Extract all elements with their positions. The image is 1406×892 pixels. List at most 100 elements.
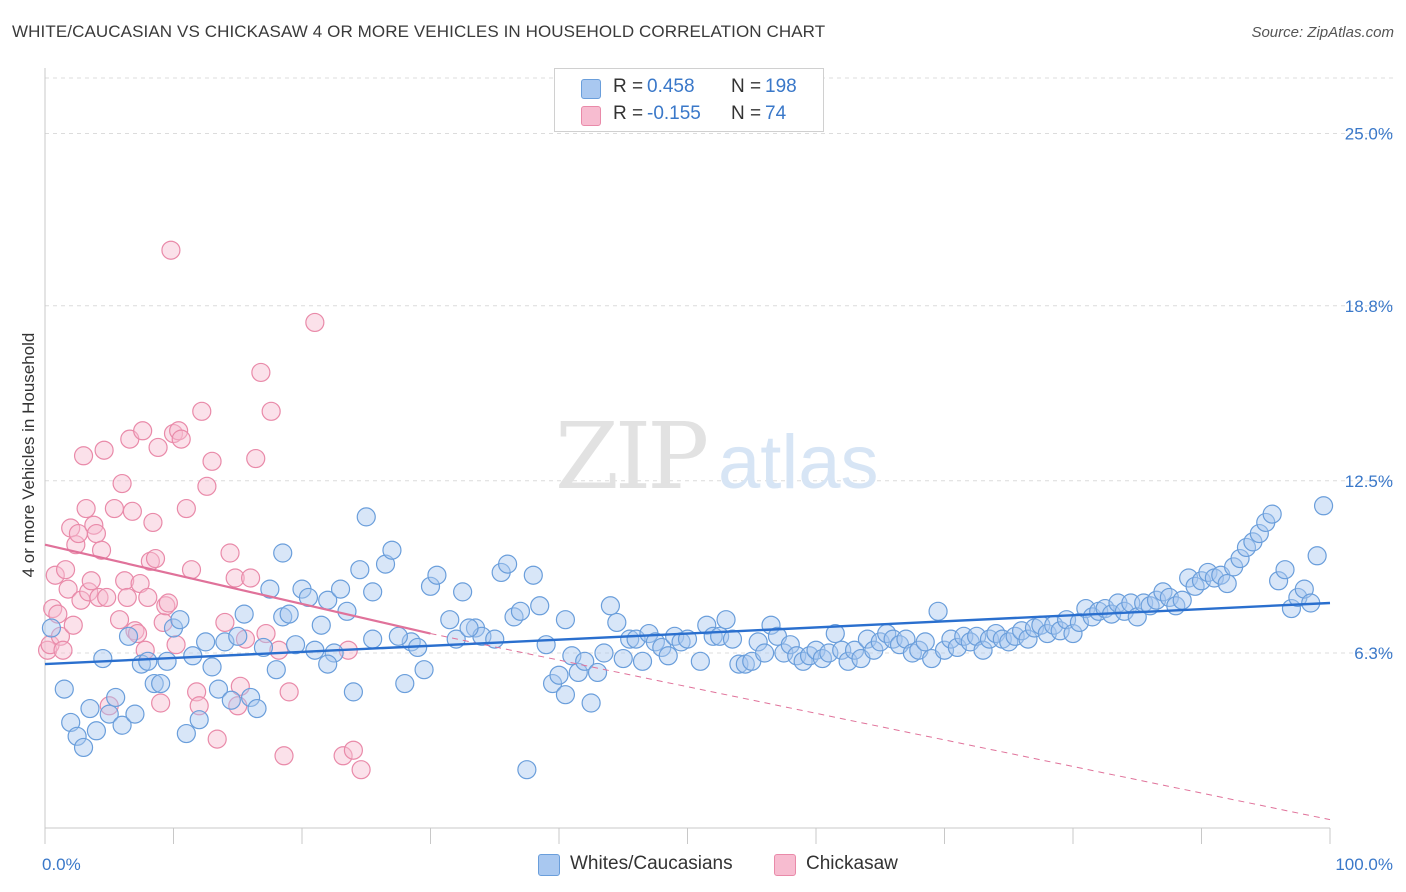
- whites-point: [363, 629, 383, 649]
- y-tick-labels: 6.3% 12.5% 18.8% 25.0%: [1345, 125, 1393, 663]
- whites-point: [189, 710, 209, 730]
- whites-point: [1275, 560, 1295, 580]
- whites-point: [157, 651, 177, 671]
- chickasaw-point: [89, 587, 109, 608]
- whites-point: [234, 604, 254, 624]
- source-label: Source: ZipAtlas.com: [1251, 24, 1394, 41]
- whites-point: [453, 582, 473, 602]
- whites-point: [86, 721, 107, 741]
- whites-point: [498, 554, 518, 574]
- y-axis-label: 4 or more Vehicles in Household: [19, 333, 38, 578]
- chickasaw-point: [202, 451, 222, 471]
- x-tick-label: 0.0%: [42, 855, 81, 874]
- whites-trend-line: [44, 601, 1331, 666]
- whites-point: [575, 651, 595, 671]
- chickasaw-trend-line: [44, 543, 431, 635]
- whites-point: [356, 507, 376, 527]
- legend-label-whites: Whites/Caucasians: [570, 853, 733, 874]
- axes: [44, 68, 1331, 844]
- chickasaw-point: [171, 429, 191, 449]
- whites-point: [928, 601, 948, 621]
- legend-n-label: N =: [731, 76, 762, 97]
- whites-point: [395, 673, 415, 694]
- whites-point: [285, 635, 306, 655]
- whites-point: [690, 651, 710, 671]
- whites-point: [253, 637, 274, 658]
- whites-point: [568, 662, 588, 683]
- whites-point: [613, 648, 633, 669]
- whites-point: [1307, 546, 1327, 566]
- chickasaw-point: [63, 615, 83, 635]
- legend-swatch-chickasaw: [581, 106, 601, 126]
- chickasaw-point: [117, 587, 137, 608]
- whites-point: [632, 651, 653, 671]
- whites-point: [54, 679, 74, 699]
- chickasaw-point: [197, 476, 217, 496]
- chickasaw-point: [79, 582, 99, 602]
- chickasaw-point: [73, 446, 94, 466]
- whites-point: [1217, 573, 1237, 594]
- whites-point: [658, 646, 678, 666]
- y-tick-label: 6.3%: [1354, 644, 1393, 663]
- whites-point: [1249, 523, 1269, 544]
- chickasaw-point: [143, 512, 163, 533]
- whites-point: [93, 648, 113, 669]
- whites-point: [607, 612, 627, 633]
- whites-point: [1268, 571, 1289, 591]
- legend-swatch-chickasaw: [774, 854, 796, 876]
- legend-swatch-whites: [538, 854, 560, 876]
- chickasaw-point: [153, 612, 173, 633]
- chickasaw-point: [189, 696, 209, 716]
- whites-point: [67, 726, 87, 746]
- whites-point: [106, 687, 126, 708]
- chickasaw-point: [220, 543, 240, 563]
- chickasaw-point: [109, 610, 130, 630]
- chickasaw-point: [66, 535, 86, 555]
- whites-point: [337, 601, 357, 621]
- whites-point: [80, 698, 100, 719]
- whites-point: [388, 626, 408, 646]
- chart-title: WHITE/CAUCASIAN VS CHICKASAW 4 OR MORE V…: [12, 22, 826, 41]
- chickasaw-point: [133, 421, 153, 441]
- chickasaw-trend-extension: [430, 633, 1331, 821]
- chickasaw-point: [343, 740, 363, 760]
- whites-point: [427, 565, 447, 585]
- chickasaw-point: [55, 560, 76, 580]
- whites-point: [1230, 548, 1250, 569]
- chickasaw-point: [305, 312, 325, 333]
- whites-point: [151, 673, 171, 694]
- chickasaw-point: [176, 498, 196, 519]
- chickasaw-point: [86, 523, 107, 544]
- y-tick-label: 25.0%: [1345, 125, 1393, 144]
- whites-point: [748, 632, 768, 652]
- watermark: ZIP atlas: [555, 403, 879, 510]
- whites-point: [600, 596, 621, 616]
- whites-point: [221, 690, 241, 710]
- chickasaw-point: [246, 448, 266, 469]
- x-tick-label: 100.0%: [1335, 855, 1393, 874]
- whites-point: [330, 579, 351, 599]
- whites-point: [41, 618, 62, 638]
- whites-point: [555, 685, 576, 705]
- whites-point: [279, 604, 299, 624]
- whites-point: [260, 579, 280, 599]
- whites-point: [208, 679, 229, 699]
- whites-point: [196, 632, 216, 652]
- chickasaw-point: [225, 568, 245, 588]
- chickasaw-point: [148, 437, 168, 458]
- whites-point: [825, 623, 845, 644]
- whites-point: [754, 643, 775, 663]
- legend-r-label: R =: [613, 76, 644, 97]
- whites-point: [555, 610, 576, 630]
- chickasaw-point: [58, 579, 78, 599]
- chickasaw-point: [166, 635, 186, 655]
- legend-r-value: 0.458: [647, 76, 695, 97]
- stats-legend: R = 0.458 N = 198 R = -0.155 N = 74: [554, 68, 824, 132]
- whites-point: [73, 737, 94, 758]
- legend-row-whites: R = 0.458 N = 198: [555, 73, 823, 101]
- whites-point: [1018, 629, 1038, 649]
- whites-point: [1172, 590, 1192, 610]
- whites-point: [530, 596, 550, 616]
- chickasaw-point: [97, 587, 117, 608]
- whites-point: [343, 682, 363, 702]
